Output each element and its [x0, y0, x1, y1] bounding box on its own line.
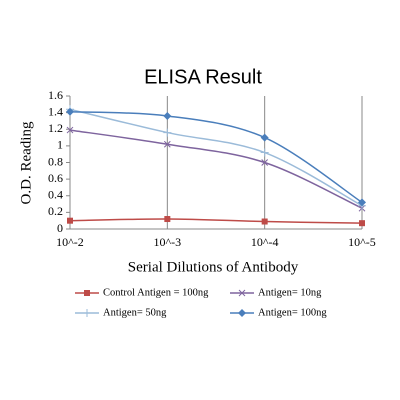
marker — [358, 198, 366, 207]
marker — [359, 220, 365, 227]
x-tick-label: 10^-3 — [154, 235, 182, 249]
marker — [261, 159, 269, 166]
marker — [83, 309, 91, 317]
marker — [260, 133, 269, 142]
legend-label: Control Antigen = 100ng — [103, 287, 209, 298]
legend-label: Antigen= 50ng — [103, 307, 167, 318]
y-tick-label: 1.2 — [48, 121, 63, 135]
y-tick-label: 0.8 — [48, 154, 63, 168]
marker — [163, 140, 171, 148]
y-tick-label: 0.2 — [48, 204, 63, 218]
series-line — [69, 108, 363, 207]
marker — [67, 217, 73, 224]
y-tick-label: 1.6 — [48, 88, 63, 102]
y-tick-label: 1.4 — [48, 104, 63, 118]
marker — [238, 309, 246, 317]
marker — [260, 148, 269, 157]
y-axis-title: O.D. Reading — [18, 121, 34, 204]
marker — [164, 216, 171, 223]
marker — [238, 289, 246, 297]
marker — [66, 126, 74, 134]
legend-label: Antigen= 100ng — [258, 307, 327, 318]
marker — [261, 218, 268, 225]
y-tick-label: 0 — [57, 221, 63, 235]
marker — [163, 128, 172, 137]
series-line — [69, 218, 363, 224]
marker — [163, 111, 172, 120]
legend-label: Antigen= 10ng — [258, 287, 322, 298]
y-tick-label: 0.6 — [48, 171, 63, 185]
series-line — [69, 129, 363, 209]
x-tick-label: 10^-4 — [251, 235, 279, 249]
x-tick-label: 10^-2 — [56, 235, 84, 249]
series-line — [69, 111, 363, 204]
y-tick-label: 0.4 — [48, 188, 63, 202]
x-axis-title: Serial Dilutions of Antibody — [128, 259, 299, 275]
marker — [66, 107, 74, 116]
y-tick-label: 1 — [57, 138, 63, 152]
marker — [84, 290, 90, 296]
chart-title: ELISA Result — [144, 66, 262, 88]
x-tick-label: 10^-5 — [348, 235, 376, 249]
